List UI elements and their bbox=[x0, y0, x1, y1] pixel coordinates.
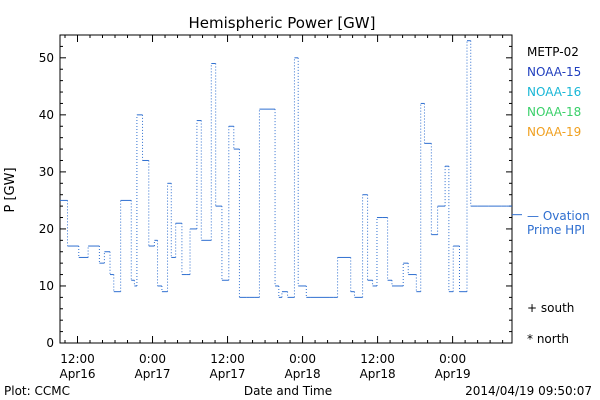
x-tick-date-label: Apr17 bbox=[210, 367, 246, 381]
x-axis: 12:00Apr160:00Apr1712:00Apr170:00Apr1812… bbox=[59, 35, 504, 381]
y-tick-label: 10 bbox=[39, 279, 54, 293]
legend-entry: METP-02 bbox=[527, 45, 579, 59]
x-tick-date-label: Apr19 bbox=[435, 367, 471, 381]
legend-entry: NOAA-16 bbox=[527, 85, 581, 99]
legend-south-marker: + south bbox=[527, 301, 574, 315]
y-tick-label: 40 bbox=[39, 108, 54, 122]
x-tick-time-label: 0:00 bbox=[139, 352, 166, 366]
footer-plot-source: Plot: CCMC bbox=[4, 384, 70, 398]
legend-north-marker: * north bbox=[527, 332, 569, 346]
x-tick-date-label: Apr18 bbox=[285, 367, 321, 381]
y-tick-label: 0 bbox=[46, 336, 54, 350]
x-tick-time-label: 12:00 bbox=[360, 352, 395, 366]
y-axis-label: P [GW] bbox=[3, 167, 18, 212]
legend-entry: NOAA-19 bbox=[527, 125, 581, 139]
x-tick-time-label: 12:00 bbox=[60, 352, 95, 366]
y-tick-label: 30 bbox=[39, 165, 54, 179]
y-tick-label: 50 bbox=[39, 51, 54, 65]
x-tick-time-label: 0:00 bbox=[439, 352, 466, 366]
legend-ovation-label: — Ovation bbox=[527, 209, 590, 223]
footer-timestamp: 2014/04/19 09:50:07 bbox=[465, 384, 592, 398]
y-axis: 0 10 20 30 40 50 bbox=[39, 34, 512, 350]
y-tick-label: 20 bbox=[39, 222, 54, 236]
x-tick-date-label: Apr18 bbox=[360, 367, 396, 381]
legend-entry: NOAA-15 bbox=[527, 65, 581, 79]
series-layer bbox=[60, 40, 512, 298]
x-tick-date-label: Apr17 bbox=[135, 367, 171, 381]
chart-title: Hemispheric Power [GW] bbox=[189, 14, 376, 32]
x-axis-label: Date and Time bbox=[244, 384, 332, 398]
x-tick-time-label: 12:00 bbox=[210, 352, 245, 366]
legend-ovation-label-line2: Prime HPI bbox=[527, 223, 585, 237]
x-tick-time-label: 0:00 bbox=[289, 352, 316, 366]
plot-frame bbox=[59, 34, 513, 344]
x-tick-date-label: Apr16 bbox=[59, 367, 95, 381]
legend-entry: NOAA-18 bbox=[527, 105, 581, 119]
legend: METP-02 NOAA-15 NOAA-16 NOAA-18 NOAA-19 — Ova… bbox=[512, 45, 590, 346]
